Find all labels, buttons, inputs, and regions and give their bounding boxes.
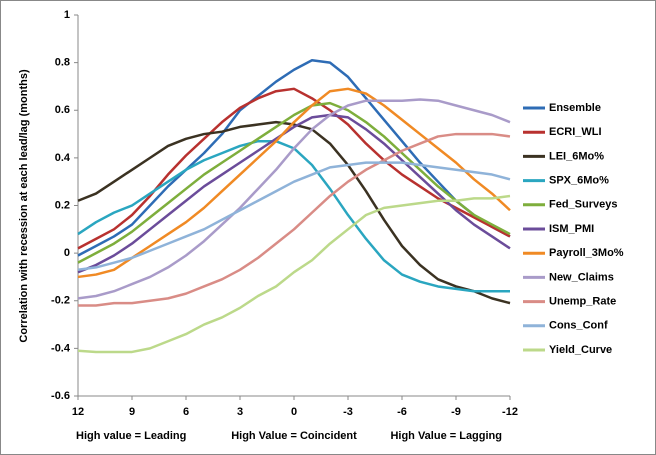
series-line xyxy=(78,132,511,307)
x-tick-label: 3 xyxy=(237,406,243,418)
series-line xyxy=(77,87,511,250)
series-line xyxy=(77,87,511,279)
series-line xyxy=(77,194,511,354)
legend-label: LEI_6Mo% xyxy=(549,150,604,162)
series-line xyxy=(77,101,511,264)
x-tick-label: 6 xyxy=(183,406,189,418)
legend-label: Payroll_3Mo% xyxy=(549,247,624,259)
annotation: High Value = Coincident xyxy=(231,430,357,442)
legend-label: Unemp_Rate xyxy=(549,296,616,308)
y-tick-label: 1 xyxy=(64,9,70,21)
series-line xyxy=(77,120,511,305)
y-tick-label: 0.4 xyxy=(55,152,71,164)
x-tick-label: -9 xyxy=(451,406,461,418)
x-tick-label: 12 xyxy=(72,406,84,418)
y-tick-label: 0.2 xyxy=(55,199,70,211)
y-tick-label: 0 xyxy=(64,247,70,259)
legend-label: Yield_Curve xyxy=(549,344,612,356)
x-tick-label: 9 xyxy=(129,406,135,418)
x-tick-label: -12 xyxy=(502,406,518,418)
legend-label: SPX_6Mo% xyxy=(549,175,609,187)
y-tick-label: -0.6 xyxy=(51,390,70,402)
y-tick-label: -0.2 xyxy=(51,295,70,307)
x-tick-label: -3 xyxy=(343,406,353,418)
legend-label: New_Claims xyxy=(549,271,614,283)
annotation: High value = Leading xyxy=(76,430,186,442)
annotation: High Value = Lagging xyxy=(390,430,502,442)
series-line xyxy=(77,58,511,257)
legend-label: Cons_Conf xyxy=(549,320,608,332)
legend-label: ISM_PMI xyxy=(549,223,594,235)
series-line xyxy=(77,113,511,274)
y-axis-label: Correlation with recession at each lead/… xyxy=(18,69,30,343)
y-tick-label: 0.8 xyxy=(55,57,70,69)
x-tick-label: -6 xyxy=(397,406,407,418)
y-tick-label: 0.6 xyxy=(55,104,70,116)
legend-label: Ensemble xyxy=(549,102,601,114)
legend-label: ECRI_WLI xyxy=(549,126,602,138)
series-line xyxy=(77,98,511,300)
series-line xyxy=(77,161,511,272)
x-tick-label: 0 xyxy=(291,406,297,418)
legend-label: Fed_Surveys xyxy=(549,199,617,211)
y-tick-label: -0.4 xyxy=(51,342,71,354)
